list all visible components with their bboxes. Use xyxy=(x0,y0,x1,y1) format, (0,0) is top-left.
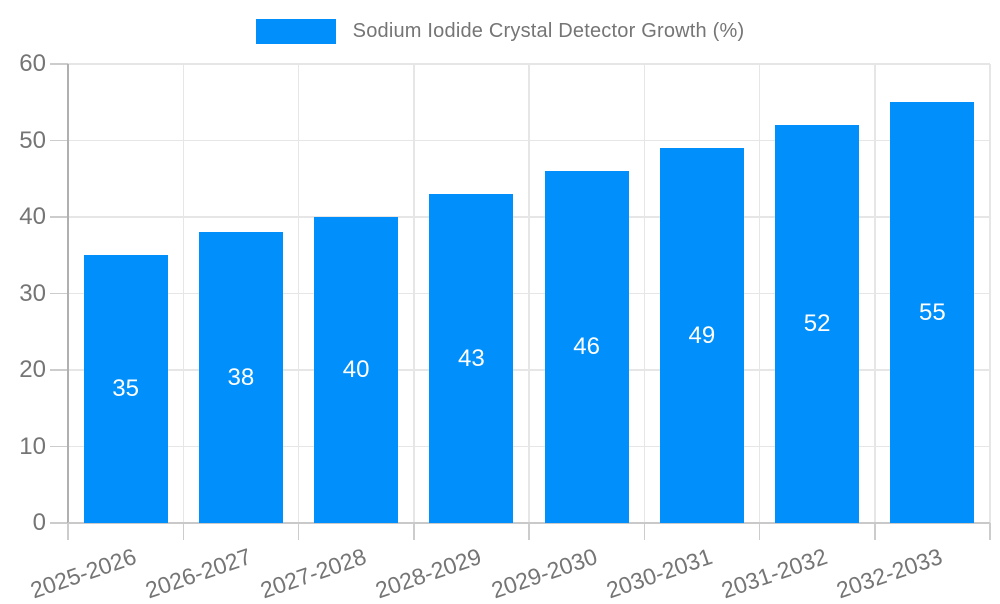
x-axis-tick xyxy=(758,523,761,540)
legend-swatch xyxy=(255,19,336,44)
gridline xyxy=(528,64,530,523)
y-axis-tick xyxy=(50,522,68,524)
y-axis-tick-label: 40 xyxy=(19,203,46,230)
x-axis-tick xyxy=(874,523,876,540)
y-axis-tick xyxy=(50,139,68,142)
bar-value-label: 43 xyxy=(458,344,485,372)
gridline xyxy=(413,64,415,523)
bar-value-label: 52 xyxy=(803,310,831,338)
bar-value-label: 49 xyxy=(688,321,716,349)
y-axis-tick-label: 50 xyxy=(19,126,46,154)
bar-value-label: 38 xyxy=(227,363,255,391)
x-axis-category-label: 2032-2033 xyxy=(833,543,946,604)
y-axis-tick xyxy=(50,445,68,448)
x-axis-category-label: 2028-2029 xyxy=(372,543,485,604)
gridline xyxy=(989,64,991,523)
bar-2027-2028[interactable] xyxy=(314,217,399,523)
y-axis-tick-label: 0 xyxy=(32,509,46,536)
gridline xyxy=(297,64,300,523)
bar-value-label: 40 xyxy=(342,356,370,383)
y-axis-line xyxy=(67,64,69,523)
y-axis-tick xyxy=(50,292,68,295)
bar-value-label: 46 xyxy=(573,333,600,361)
x-axis-tick xyxy=(182,523,184,540)
bar-2026-2027[interactable] xyxy=(198,232,283,523)
x-axis-tick xyxy=(528,523,530,540)
x-axis-category-label: 2026-2027 xyxy=(141,543,255,604)
bar-2028-2029[interactable] xyxy=(429,194,514,523)
bar-value-label: 35 xyxy=(112,375,139,403)
gridline xyxy=(182,64,184,523)
x-axis-category-label: 2030-2031 xyxy=(602,543,716,604)
bar-2029-2030[interactable] xyxy=(544,171,629,523)
y-axis-tick xyxy=(50,216,68,218)
x-axis-tick xyxy=(643,523,645,540)
bar-2032-2033[interactable] xyxy=(890,102,975,523)
gridline xyxy=(874,64,876,523)
chart-legend[interactable]: Sodium Iodide Crystal Detector Growth (%… xyxy=(0,19,1000,44)
x-axis-tick xyxy=(989,523,991,540)
x-axis-tick xyxy=(413,523,415,540)
x-axis-line xyxy=(68,522,990,524)
y-axis-tick-label: 20 xyxy=(19,356,46,383)
gridline xyxy=(643,64,645,523)
gridline xyxy=(758,64,761,523)
y-axis-tick-label: 60 xyxy=(19,50,46,77)
x-axis-category-label: 2025-2026 xyxy=(26,543,140,604)
y-axis-tick xyxy=(50,63,68,65)
x-axis-category-label: 2027-2028 xyxy=(257,543,370,604)
x-axis-category-label: 2031-2032 xyxy=(718,543,831,604)
bar-2031-2032[interactable] xyxy=(775,125,860,523)
x-axis-tick xyxy=(297,523,300,540)
y-axis-tick-label: 30 xyxy=(19,279,46,307)
legend-label: Sodium Iodide Crystal Detector Growth (%… xyxy=(352,20,745,42)
y-axis-tick xyxy=(50,369,68,371)
x-axis-tick xyxy=(67,523,69,540)
bar-value-label: 55 xyxy=(919,298,946,326)
y-axis-tick-label: 10 xyxy=(19,432,46,460)
x-axis-category-label: 2029-2030 xyxy=(487,543,601,604)
bar-2025-2026[interactable] xyxy=(83,255,168,523)
bar-2030-2031[interactable] xyxy=(659,148,744,523)
